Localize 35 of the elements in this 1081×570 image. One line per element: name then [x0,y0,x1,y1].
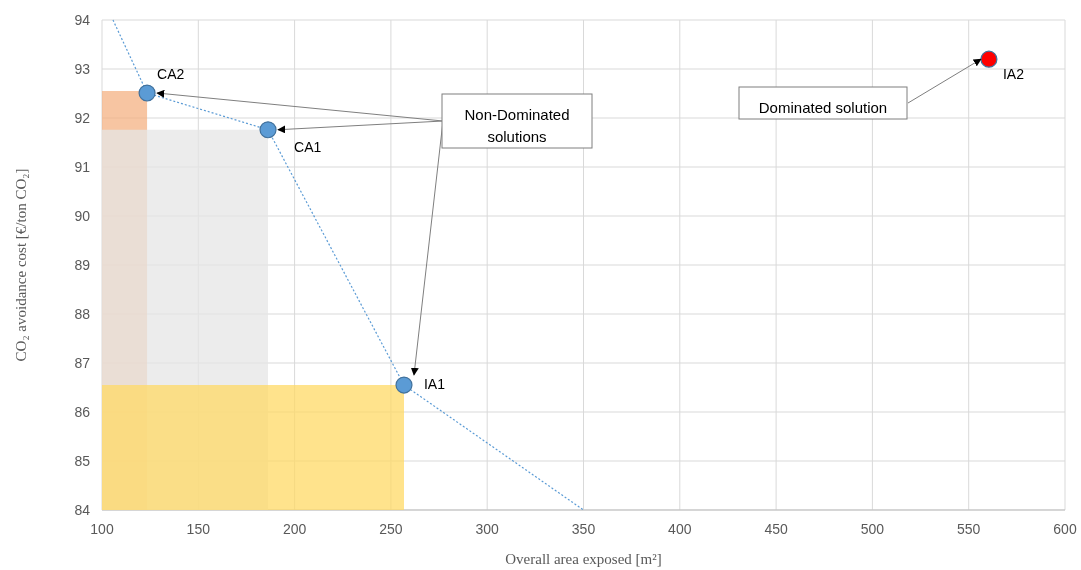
point [980,50,998,68]
point [138,84,156,102]
x-tick-label: 250 [379,521,403,537]
point [259,121,277,139]
y-tick-label: 93 [74,61,91,77]
y-tick-label: 92 [74,110,91,126]
y-tick-label: 86 [74,404,91,420]
y-tick-label: 85 [74,453,91,469]
x-tick-label: 500 [860,521,885,537]
annotation: IA1 [424,376,446,393]
x-tick-label: 350 [571,521,596,537]
x-tick-label: 300 [475,521,500,537]
annotation: CA2 [157,66,185,83]
x-tick-label: 200 [282,521,307,537]
line-series [112,19,585,511]
y-tick-label: 87 [74,355,91,371]
annotation: IA2 [1002,66,1025,83]
y-tick-label: 89 [74,257,91,273]
x-tick-label: 400 [668,521,692,537]
x-tick-label: 100 [90,521,114,537]
y-tick-label: 88 [74,306,91,322]
x-tick-label: 450 [764,521,788,537]
x-tick-label: 550 [957,521,981,537]
x-tick-label: 150 [186,521,211,537]
y-tick-label: 91 [74,159,91,175]
y-tick-label: 90 [74,208,91,224]
y-tick-label: 84 [74,502,91,518]
annotation: Dominated solution [758,99,888,116]
y-tick-label: 94 [74,12,91,28]
x-tick-label: 600 [1053,521,1077,537]
y-axis-title: CO₂ avoidance cost [€/ton CO₂] [13,168,29,362]
point [395,376,413,394]
annotation: Non-Dominated solutions [464,106,570,145]
x-axis-title: Overall area exposed [m²] [505,551,662,567]
annotation: CA1 [294,138,322,155]
